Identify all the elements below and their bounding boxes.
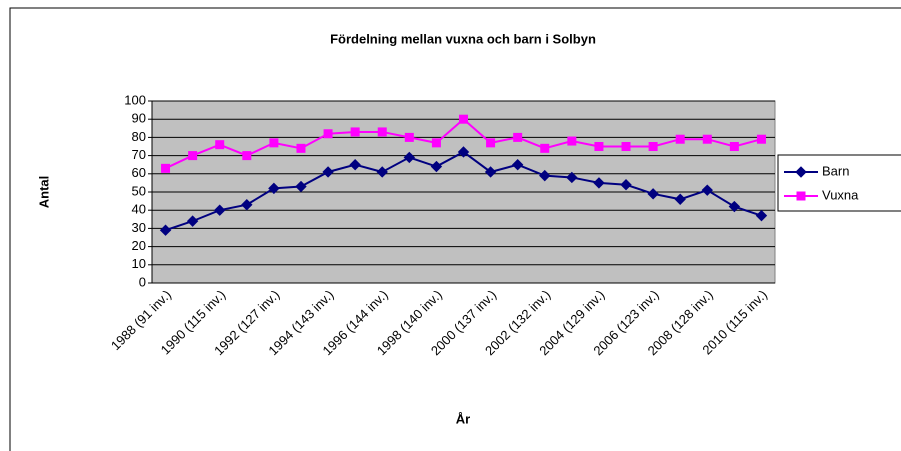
data-point (349, 158, 361, 171)
data-point (159, 224, 172, 236)
data-point (214, 204, 226, 216)
data-point (188, 151, 198, 161)
data-point (540, 143, 550, 153)
data-point (701, 184, 713, 196)
y-tick-label: 0 (139, 274, 146, 289)
data-point (795, 166, 807, 178)
data-point (756, 134, 766, 144)
data-point (242, 151, 252, 161)
data-point (702, 134, 712, 144)
data-point (431, 138, 441, 148)
data-point (268, 182, 280, 195)
y-tick-label: 40 (132, 202, 146, 217)
data-point (161, 163, 171, 173)
data-point (377, 127, 387, 137)
data-point (728, 200, 741, 213)
data-point (647, 188, 659, 200)
data-point (511, 158, 524, 171)
data-point (593, 177, 605, 189)
y-tick-label: 90 (132, 111, 146, 126)
data-point (323, 129, 333, 139)
y-tick-label: 50 (132, 183, 146, 198)
y-tick-label: 70 (132, 147, 146, 162)
y-tick-label: 100 (124, 92, 146, 107)
data-point (796, 191, 806, 201)
data-point (566, 171, 578, 184)
y-tick-label: 80 (132, 129, 146, 144)
data-point (620, 179, 632, 191)
data-point (404, 132, 414, 142)
x-axis-label: År (456, 411, 470, 426)
y-tick-label: 10 (132, 256, 146, 271)
data-point (186, 215, 199, 227)
data-point (594, 142, 604, 151)
chart-title: Fördelning mellan vuxna och barn i Solby… (330, 31, 596, 46)
data-point (513, 132, 523, 142)
data-point (457, 146, 470, 158)
data-point (729, 142, 739, 151)
data-point (322, 166, 334, 178)
y-tick-label: 30 (132, 220, 146, 235)
y-tick-label: 60 (132, 165, 146, 180)
legend-label: Vuxna (822, 187, 859, 202)
data-point (539, 169, 551, 182)
data-point (430, 160, 443, 173)
data-point (376, 166, 388, 178)
y-tick-label: 20 (132, 238, 146, 253)
data-point (215, 140, 225, 150)
y-axis-label: Antal (36, 176, 51, 209)
data-point (296, 143, 306, 153)
legend-box (777, 154, 901, 212)
data-point (567, 136, 577, 146)
data-point (295, 180, 307, 193)
data-point (269, 138, 279, 148)
data-point (459, 114, 468, 124)
data-point (674, 193, 686, 205)
data-point (350, 127, 360, 137)
data-point (241, 199, 253, 211)
data-point (755, 209, 768, 222)
data-point (403, 151, 416, 164)
data-point (675, 134, 685, 144)
data-point (648, 142, 658, 151)
data-point (621, 142, 631, 151)
legend-label: Barn (822, 163, 849, 178)
data-point (484, 166, 497, 178)
data-point (486, 138, 496, 148)
